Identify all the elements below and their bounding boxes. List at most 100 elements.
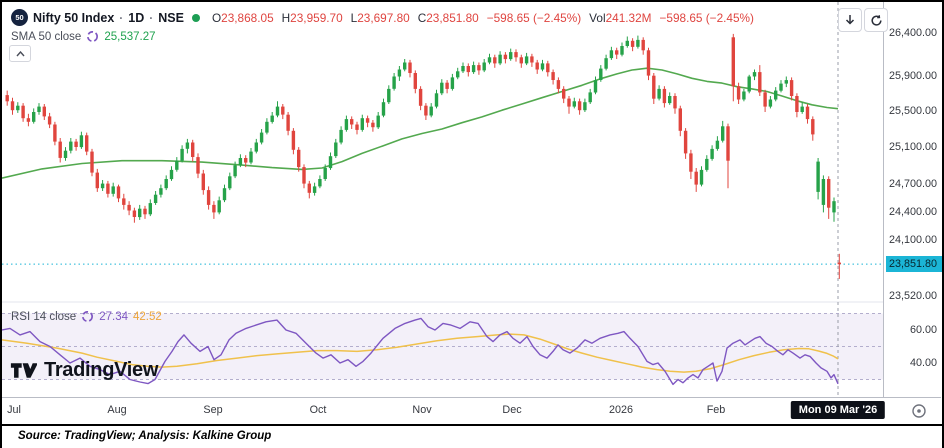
- candle-body: [689, 153, 693, 172]
- separator-dot: ·: [119, 10, 124, 25]
- candle-body: [668, 96, 672, 104]
- candle-body: [466, 66, 470, 73]
- candle-body: [169, 169, 174, 180]
- symbol-name: Nifty 50 Index: [33, 10, 115, 25]
- candle-body: [699, 169, 704, 185]
- time-axis[interactable]: Mon 09 Mar '26 Jul Aug Sep Oct Nov Dec 2026 Feb: [2, 397, 941, 425]
- candle-body: [609, 50, 614, 59]
- candle-body: [540, 63, 545, 70]
- candle-body: [434, 93, 439, 107]
- refresh-icon[interactable]: [86, 30, 99, 43]
- ohlc-value: 23,868.05: [221, 10, 274, 25]
- candle-body: [222, 188, 227, 201]
- candle-body: [752, 72, 757, 77]
- candle-body: [302, 167, 306, 184]
- price-chart-canvas[interactable]: [2, 2, 883, 397]
- candle-body: [403, 62, 407, 70]
- candle-body: [646, 50, 651, 76]
- ohlc-item: O23,868.05: [212, 11, 274, 25]
- candle-body: [106, 183, 110, 194]
- candle-body: [228, 176, 232, 189]
- scroll-to-realtime-icon[interactable]: [910, 402, 928, 420]
- candle-body: [196, 157, 200, 174]
- candle-body: [604, 58, 608, 69]
- candle-body: [47, 116, 52, 125]
- candle-body: [747, 76, 751, 92]
- candle-body: [524, 56, 529, 64]
- candle-body: [408, 62, 412, 73]
- candle-body: [312, 186, 317, 193]
- rsi-ma-line: [2, 333, 839, 373]
- candle-body: [588, 92, 592, 103]
- candle-body: [509, 52, 513, 60]
- symbol-logo: 50: [11, 9, 28, 26]
- candle-body: [90, 151, 94, 173]
- candle-body: [673, 96, 677, 109]
- price-tick-label: 24,700.00: [888, 178, 937, 191]
- candle-body: [572, 101, 576, 107]
- candle-body: [641, 39, 645, 51]
- rsi-ma-value: 42.52: [132, 310, 162, 323]
- symbol-legend[interactable]: 50 Nifty 50 Index · 1D · NSE O23,868.05 H…: [11, 9, 754, 26]
- price-axis[interactable]: 26,400.00 25,900.00 25,500.00 25,100.00 24,7…: [883, 2, 942, 397]
- time-tick-label: Jul: [7, 404, 21, 416]
- tradingview-logo-icon: [10, 363, 37, 378]
- ohlc-value: 23,959.70: [290, 10, 343, 25]
- candle-body: [636, 39, 640, 47]
- footer-bar: Source: TradingView; Analysis: Kalkine G…: [2, 424, 942, 448]
- candle-body: [413, 73, 417, 89]
- rsi-tick-label: 60.00: [909, 323, 937, 336]
- rsi-label: RSI 14 close: [11, 310, 77, 323]
- candle-body: [837, 262, 841, 265]
- candle-body: [445, 82, 449, 89]
- candle-body: [827, 179, 831, 208]
- sma-legend[interactable]: SMA 50 close 25,537.27: [11, 30, 156, 43]
- candle-body: [768, 99, 773, 107]
- reset-chart-button[interactable]: [864, 8, 888, 32]
- rsi-tick-label: 40.00: [909, 356, 937, 369]
- candle-body: [122, 198, 126, 205]
- candle-body: [371, 122, 375, 128]
- candle-body: [620, 46, 624, 55]
- candle-body: [397, 69, 402, 77]
- candle-body: [811, 119, 815, 135]
- candle-body: [206, 190, 211, 205]
- ohlc-value: 23,851.80: [426, 10, 479, 25]
- market-status-icon: [191, 13, 200, 22]
- candle-body: [153, 194, 158, 203]
- candle-body: [318, 179, 322, 187]
- candle-body: [715, 140, 720, 149]
- candle-body: [461, 66, 465, 72]
- candle-body: [694, 171, 698, 185]
- last-price-label: 23,851.80: [886, 256, 942, 273]
- volume-change-value: −598.65 (−2.45%): [659, 10, 754, 25]
- candle-body: [143, 208, 147, 215]
- scroll-down-button[interactable]: [838, 8, 862, 32]
- candle-body: [519, 57, 523, 64]
- candle-body: [286, 114, 290, 131]
- ohlc-key: L: [350, 10, 358, 25]
- candle-body: [487, 57, 492, 63]
- candle-body: [249, 151, 253, 163]
- candle-body: [16, 105, 20, 111]
- candle-body: [26, 118, 31, 122]
- separator-dot: ·: [149, 10, 154, 25]
- rsi-legend[interactable]: RSI 14 close 27.34 42.52: [11, 310, 162, 323]
- candle-body: [175, 160, 179, 170]
- candle-body: [784, 80, 788, 84]
- candle-body: [736, 86, 741, 100]
- price-tick-label: 25,100.00: [888, 141, 937, 154]
- rsi-line: [2, 317, 839, 386]
- refresh-icon[interactable]: [81, 310, 94, 323]
- candle-body: [424, 105, 428, 116]
- candle-body: [270, 115, 274, 122]
- crosshair-date-label: Mon 09 Mar '26: [790, 401, 886, 419]
- collapse-legend-button[interactable]: [9, 45, 31, 62]
- ohlc-key: H: [281, 10, 291, 25]
- candle-body: [562, 88, 566, 99]
- tradingview-watermark: TradingView: [10, 359, 158, 382]
- candle-body: [731, 37, 735, 87]
- candle-body: [630, 40, 635, 47]
- restore-icon: [870, 14, 882, 26]
